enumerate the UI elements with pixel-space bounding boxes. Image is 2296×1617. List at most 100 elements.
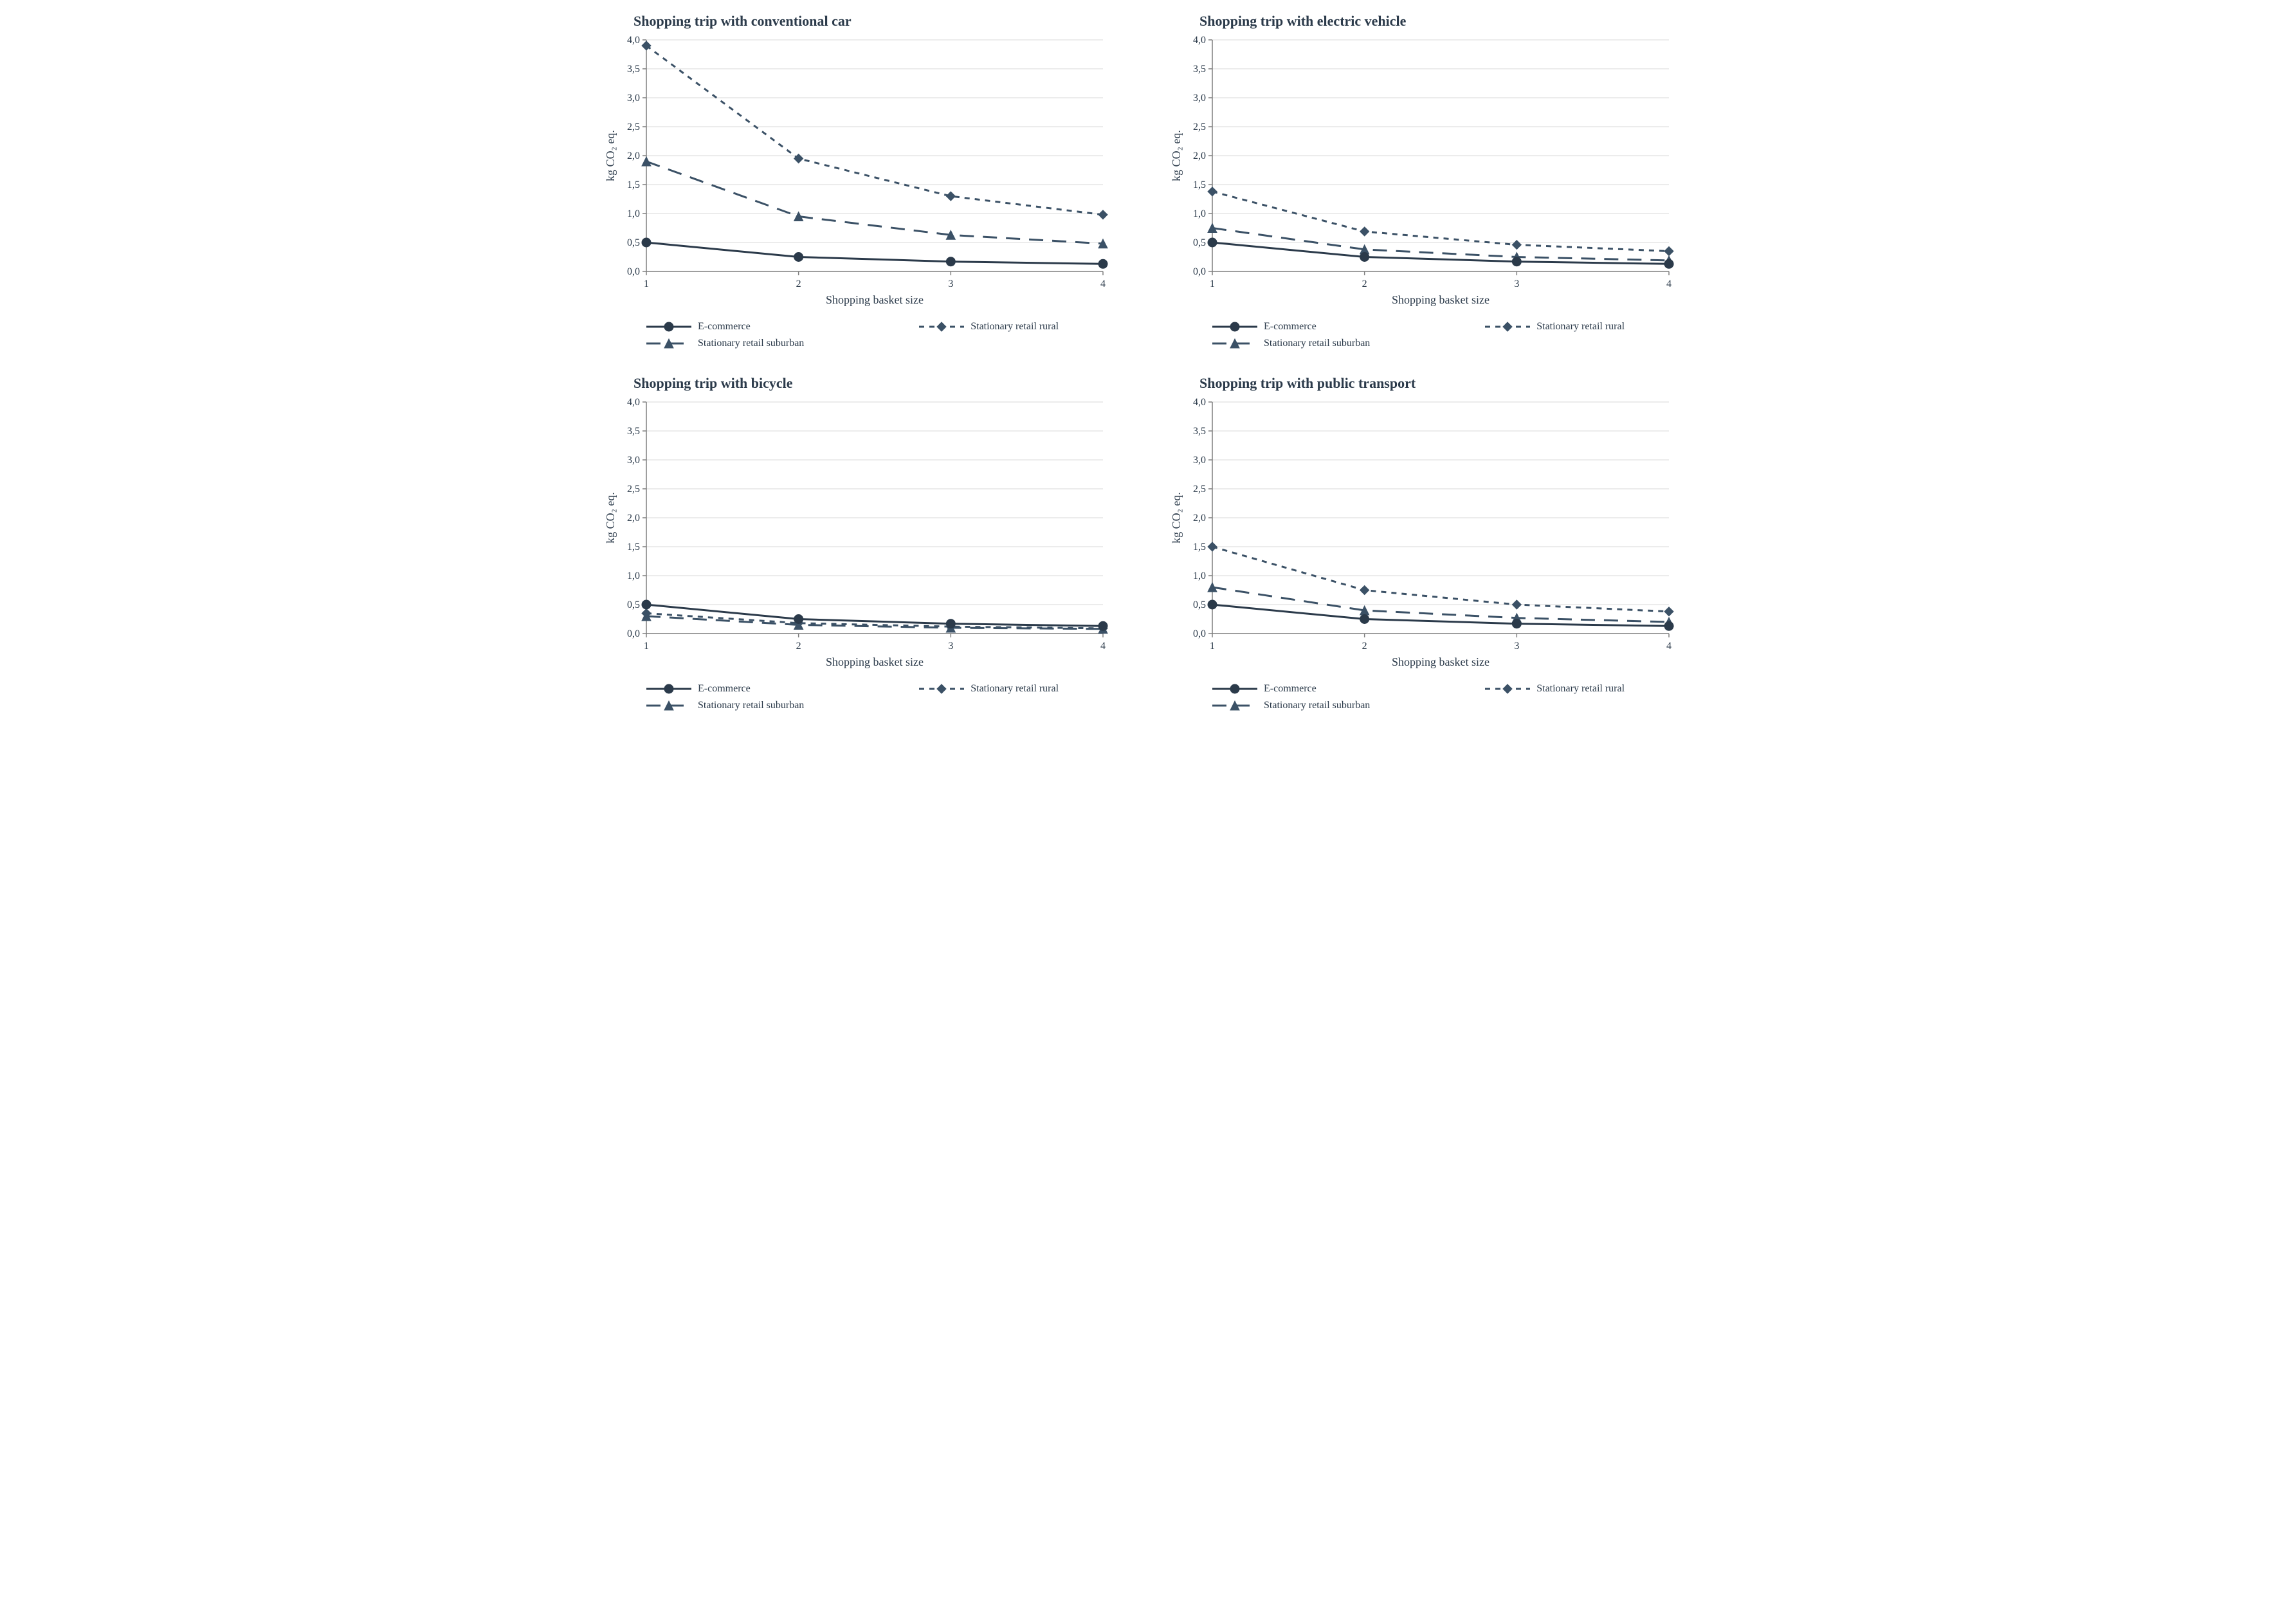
series-ecommerce-marker bbox=[1664, 621, 1673, 630]
x-axis-label: Shopping basket size bbox=[1392, 293, 1490, 306]
legend-label-suburban: Stationary retail suburban bbox=[698, 700, 804, 711]
chart-area: 0,00,51,01,52,02,53,03,54,01234Shopping … bbox=[601, 396, 1129, 675]
y-tick-label: 1,0 bbox=[1193, 208, 1206, 219]
x-tick-label: 3 bbox=[948, 279, 953, 289]
series-suburban-marker bbox=[642, 157, 651, 166]
legend-swatch-rural bbox=[919, 321, 964, 333]
series-rural-marker bbox=[1512, 600, 1521, 609]
panel-bicycle: Shopping trip with bicycle 0,00,51,01,52… bbox=[601, 375, 1129, 711]
legend-label-ecommerce: E-commerce bbox=[698, 321, 751, 333]
y-tick-label: 2,0 bbox=[1193, 513, 1206, 524]
y-tick-label: 1,5 bbox=[627, 179, 640, 190]
x-tick-label: 2 bbox=[1362, 279, 1367, 289]
legend-swatch-rural bbox=[1485, 683, 1530, 695]
y-tick-label: 3,0 bbox=[627, 455, 640, 466]
chart-grid: Shopping trip with conventional car 0,00… bbox=[601, 13, 1695, 711]
legend-item-ecommerce: E-commerce bbox=[1212, 683, 1440, 695]
chart-conventional: 0,00,51,01,52,02,53,03,54,01234Shopping … bbox=[601, 33, 1116, 310]
y-tick-label: 0,0 bbox=[627, 628, 640, 639]
chart-title: Shopping trip with bicycle bbox=[633, 375, 1129, 392]
x-axis-label: Shopping basket size bbox=[826, 655, 924, 668]
series-rural-line bbox=[1212, 547, 1669, 612]
series-rural-marker bbox=[1360, 227, 1369, 236]
chart-bicycle: 0,00,51,01,52,02,53,03,54,01234Shopping … bbox=[601, 396, 1116, 672]
legend-swatch-suburban bbox=[646, 700, 691, 711]
legend: E-commerce Stationary retail rural Stati… bbox=[646, 683, 1129, 711]
legend-label-rural: Stationary retail rural bbox=[970, 683, 1059, 695]
chart-area: 0,00,51,01,52,02,53,03,54,01234Shopping … bbox=[1167, 33, 1695, 313]
y-axis-label: kg CO₂ eq. bbox=[1170, 130, 1183, 181]
series-ecommerce-marker bbox=[1664, 259, 1673, 268]
legend-item-rural: Stationary retail rural bbox=[1485, 321, 1695, 333]
x-tick-label: 1 bbox=[1210, 279, 1215, 289]
legend-label-suburban: Stationary retail suburban bbox=[1264, 338, 1370, 349]
chart-area: 0,00,51,01,52,02,53,03,54,01234Shopping … bbox=[601, 33, 1129, 313]
y-tick-label: 0,5 bbox=[627, 237, 640, 248]
series-ecommerce-marker bbox=[946, 619, 955, 628]
series-ecommerce-marker bbox=[1512, 619, 1521, 628]
y-tick-label: 3,5 bbox=[1193, 64, 1206, 75]
legend-label-ecommerce: E-commerce bbox=[698, 683, 751, 695]
series-rural-marker bbox=[1208, 187, 1217, 196]
series-ecommerce-marker bbox=[794, 253, 803, 262]
series-rural-marker bbox=[1360, 586, 1369, 595]
legend-item-ecommerce: E-commerce bbox=[1212, 321, 1440, 333]
legend-swatch-rural bbox=[919, 683, 964, 695]
legend-swatch-ecommerce bbox=[646, 321, 691, 333]
y-tick-label: 4,0 bbox=[1193, 35, 1206, 46]
legend-item-suburban: Stationary retail suburban bbox=[646, 700, 874, 711]
legend-item-ecommerce: E-commerce bbox=[646, 683, 874, 695]
series-ecommerce-marker bbox=[1360, 615, 1369, 624]
legend-swatch-ecommerce bbox=[646, 683, 691, 695]
series-ecommerce-marker bbox=[1208, 600, 1217, 609]
chart-title: Shopping trip with public transport bbox=[1199, 375, 1695, 392]
y-tick-label: 0,5 bbox=[1193, 237, 1206, 248]
series-ecommerce-marker bbox=[946, 257, 955, 266]
y-tick-label: 1,0 bbox=[627, 571, 640, 581]
y-axis-label: kg CO₂ eq. bbox=[604, 492, 617, 544]
series-rural-line bbox=[646, 46, 1103, 215]
y-tick-label: 0,0 bbox=[1193, 628, 1206, 639]
legend-label-suburban: Stationary retail suburban bbox=[698, 338, 804, 349]
series-ecommerce-marker bbox=[1512, 257, 1521, 266]
y-tick-label: 2,5 bbox=[1193, 122, 1206, 132]
y-tick-label: 0,5 bbox=[1193, 599, 1206, 610]
x-tick-label: 2 bbox=[796, 641, 801, 652]
y-tick-label: 3,0 bbox=[1193, 455, 1206, 466]
y-axis-label: kg CO₂ eq. bbox=[1170, 492, 1183, 544]
series-suburban-line bbox=[646, 161, 1103, 244]
legend-item-suburban: Stationary retail suburban bbox=[1212, 700, 1440, 711]
y-tick-label: 2,0 bbox=[627, 513, 640, 524]
x-tick-label: 4 bbox=[1666, 279, 1672, 289]
series-ecommerce-marker bbox=[1360, 253, 1369, 262]
legend-label-ecommerce: E-commerce bbox=[1264, 683, 1317, 695]
x-tick-label: 4 bbox=[1666, 641, 1672, 652]
series-rural-marker bbox=[1512, 241, 1521, 250]
legend-swatch-suburban bbox=[1212, 338, 1257, 349]
legend-swatch-rural bbox=[1485, 321, 1530, 333]
legend-item-rural: Stationary retail rural bbox=[919, 683, 1129, 695]
y-tick-label: 0,0 bbox=[1193, 266, 1206, 277]
y-axis-label: kg CO₂ eq. bbox=[604, 130, 617, 181]
y-tick-label: 3,0 bbox=[1193, 93, 1206, 104]
y-tick-label: 1,0 bbox=[627, 208, 640, 219]
legend-swatch-ecommerce bbox=[1212, 683, 1257, 695]
x-tick-label: 2 bbox=[1362, 641, 1367, 652]
x-tick-label: 3 bbox=[1514, 279, 1519, 289]
x-tick-label: 3 bbox=[1514, 641, 1519, 652]
series-ecommerce-marker bbox=[642, 600, 651, 609]
series-rural-marker bbox=[1208, 542, 1217, 551]
legend-label-rural: Stationary retail rural bbox=[1536, 321, 1625, 333]
series-rural-marker bbox=[946, 192, 955, 201]
y-tick-label: 2,0 bbox=[627, 151, 640, 161]
y-tick-label: 3,0 bbox=[627, 93, 640, 104]
legend: E-commerce Stationary retail rural Stati… bbox=[646, 321, 1129, 349]
y-tick-label: 2,5 bbox=[627, 484, 640, 495]
y-tick-label: 2,5 bbox=[1193, 484, 1206, 495]
series-ecommerce-marker bbox=[1098, 259, 1107, 268]
x-axis-label: Shopping basket size bbox=[1392, 655, 1490, 668]
x-tick-label: 4 bbox=[1100, 641, 1106, 652]
series-ecommerce-marker bbox=[1098, 621, 1107, 630]
legend-label-suburban: Stationary retail suburban bbox=[1264, 700, 1370, 711]
legend: E-commerce Stationary retail rural Stati… bbox=[1212, 321, 1695, 349]
